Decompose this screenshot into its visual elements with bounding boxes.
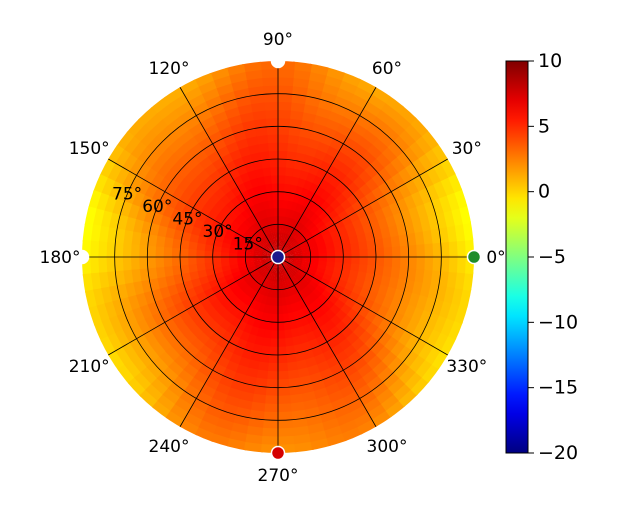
heatmap-cell — [457, 255, 467, 273]
heatmap-cell — [278, 436, 296, 446]
colorbar-tick-label: 0 — [538, 181, 550, 203]
heatmap-cell — [268, 363, 279, 372]
heatmap-cell — [277, 118, 291, 127]
theta-tick-label: 210° — [69, 357, 110, 377]
r-tick-label: 45° — [172, 210, 202, 230]
heatmap-cell — [130, 244, 139, 258]
heatmap-cell — [367, 256, 376, 266]
heatmap-cell — [276, 109, 290, 118]
heatmap-cell — [171, 248, 180, 258]
theta-tick-label: 180° — [40, 248, 81, 268]
heatmap-cell — [98, 257, 108, 275]
heatmap-cell — [106, 257, 116, 274]
heatmap-cell — [90, 257, 100, 275]
heatmap-cell — [449, 239, 459, 257]
heatmap-cell — [457, 239, 467, 257]
heatmap-cell — [139, 245, 148, 259]
r-tick-label: 60° — [142, 197, 172, 217]
heatmap-cell — [262, 428, 280, 437]
heatmap-cell — [276, 101, 291, 110]
theta-tick-label: 240° — [149, 437, 190, 457]
heatmap-cell — [90, 241, 100, 259]
theta-tick-label: 150° — [69, 139, 110, 159]
heatmap-cell — [408, 256, 417, 270]
heatmap-cell — [277, 134, 289, 143]
heatmap-cell — [441, 240, 451, 257]
heatmap-cell — [260, 77, 278, 87]
theta-tick-label: 60° — [372, 59, 402, 79]
theta-tick-label: 120° — [149, 59, 190, 79]
colorbar-ticks: 10 5 0 −5 −10 −15 −20 — [528, 50, 578, 464]
heatmap-cell — [277, 150, 287, 159]
colorbar-tick-label: −15 — [538, 377, 578, 399]
heatmap-cell — [179, 248, 188, 258]
colorbar: 10 5 0 −5 −10 −15 −20 — [506, 50, 578, 464]
heatmap-cell — [261, 85, 278, 95]
heatmap-cell — [266, 387, 280, 396]
r-tick-label: 30° — [203, 222, 233, 242]
colorbar-tick-label: −5 — [538, 246, 566, 268]
theta-tick-label: 30° — [452, 139, 482, 159]
theta-tick-label: 270° — [258, 466, 299, 486]
heatmap-cell — [262, 436, 280, 446]
r-tick-label: 75° — [112, 185, 142, 205]
heatmap-cell — [106, 242, 115, 259]
heatmap-cell — [278, 420, 295, 430]
heatmap-cell — [376, 256, 385, 266]
heatmap-cell — [424, 255, 433, 270]
heatmap-cell — [263, 420, 280, 429]
heatmap-cell — [276, 85, 293, 94]
heatmap-cell — [265, 395, 279, 404]
r-tick-label: 15° — [233, 235, 263, 255]
heatmap-cell — [278, 428, 296, 438]
heatmap-cell — [277, 158, 287, 167]
marker-point — [272, 251, 285, 264]
heatmap-cell — [155, 246, 164, 258]
heatmap-cell — [98, 241, 107, 259]
heatmap-cell — [122, 243, 131, 258]
heatmap-cell — [267, 371, 279, 380]
heatmap-cell — [276, 69, 294, 79]
colorbar-tick-label: 5 — [538, 115, 550, 137]
theta-tick-label: 0° — [486, 248, 505, 268]
heatmap-cell — [392, 256, 401, 268]
colorbar-bar — [506, 61, 528, 453]
heatmap-cell — [416, 255, 425, 269]
marker-point — [272, 55, 285, 68]
heatmap-cell — [449, 255, 458, 273]
heatmap-cell — [264, 403, 279, 412]
colorbar-tick-label: 10 — [538, 50, 562, 72]
heatmap-cell — [277, 142, 288, 151]
theta-tick-label: 300° — [367, 437, 408, 457]
colorbar-tick-label: −10 — [538, 311, 578, 333]
heatmap-cell — [441, 255, 450, 272]
marker-point — [272, 447, 285, 460]
theta-tick-label: 90° — [263, 30, 293, 50]
heatmap-cell — [260, 69, 278, 79]
marker-point — [468, 251, 481, 264]
heatmap-cell — [276, 77, 294, 86]
colorbar-tick-label: −20 — [538, 442, 578, 464]
heatmap-cell — [269, 346, 279, 355]
theta-tick-label: 330° — [446, 357, 487, 377]
heatmap-cell — [384, 256, 393, 267]
heatmap-cell — [163, 247, 172, 258]
heatmap-cell — [269, 355, 279, 364]
